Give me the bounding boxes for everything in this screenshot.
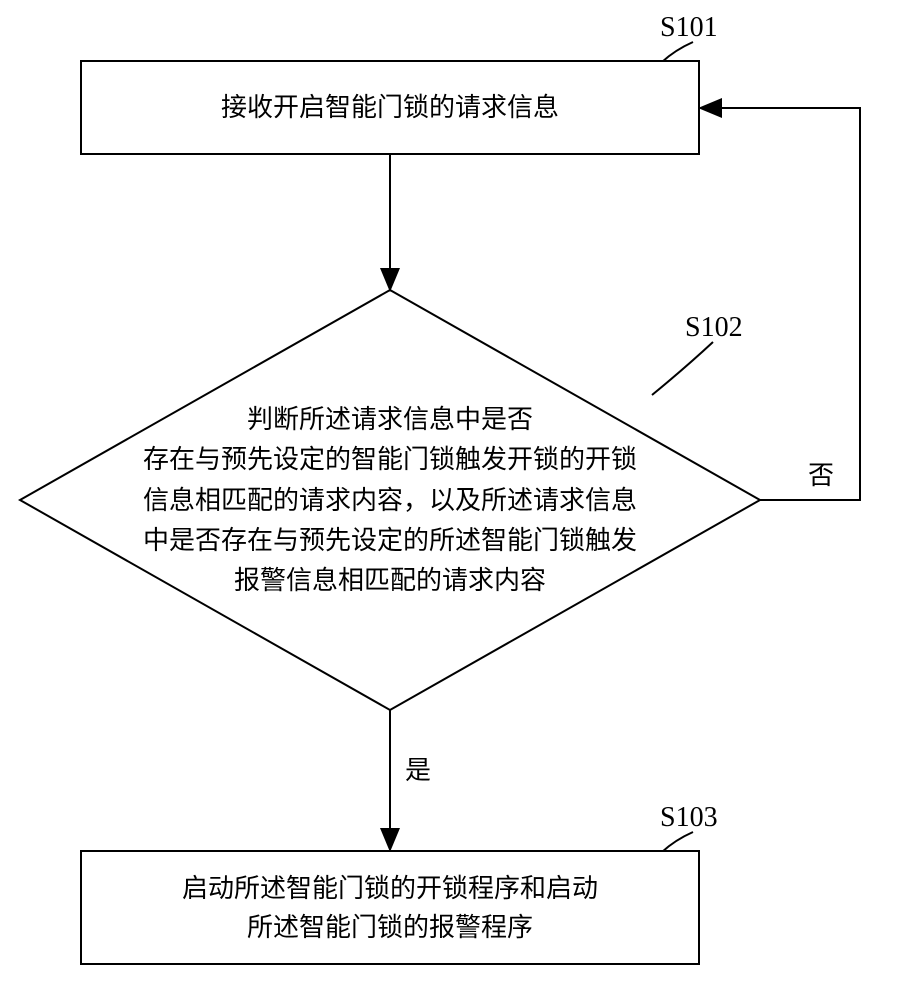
process-s103: 启动所述智能门锁的开锁程序和启动所述智能门锁的报警程序 <box>80 850 700 965</box>
process-s101-text: 接收开启智能门锁的请求信息 <box>221 88 559 127</box>
label-s101: S101 <box>660 12 718 44</box>
label-s103: S103 <box>660 802 718 834</box>
process-s101: 接收开启智能门锁的请求信息 <box>80 60 700 155</box>
flowchart-canvas: 接收开启智能门锁的请求信息 S101 判断所述请求信息中是否存在与预先设定的智能… <box>0 0 909 1000</box>
leader-s103 <box>662 832 693 852</box>
leader-s101 <box>662 42 693 62</box>
decision-s102-text: 判断所述请求信息中是否存在与预先设定的智能门锁触发开锁的开锁信息相匹配的请求内容… <box>110 400 670 601</box>
label-s102: S102 <box>685 312 743 344</box>
edge-label-yes: 是 <box>405 750 431 787</box>
edge-s102-s101-no <box>702 108 860 500</box>
leader-s102 <box>652 342 713 395</box>
edge-label-no: 否 <box>808 455 834 492</box>
process-s103-text: 启动所述智能门锁的开锁程序和启动所述智能门锁的报警程序 <box>182 869 598 947</box>
